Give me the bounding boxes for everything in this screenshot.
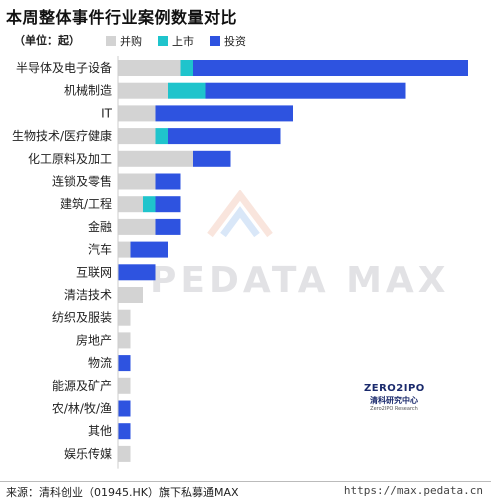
category-label: 化工原料及加工 bbox=[28, 152, 112, 166]
legend-swatch-investment bbox=[210, 36, 220, 46]
bar-segment-ipo bbox=[180, 60, 193, 76]
bar-segment-investment bbox=[168, 128, 281, 145]
category-label: 娱乐传媒 bbox=[64, 446, 112, 461]
category-label: 建筑/工程 bbox=[60, 196, 112, 211]
bar-segment-investment bbox=[118, 400, 131, 417]
bar-segment-ma bbox=[118, 309, 131, 326]
bar-segment-ma bbox=[118, 60, 181, 76]
category-label: 房地产 bbox=[76, 332, 112, 347]
legend-label-investment: 投资 bbox=[224, 35, 246, 48]
footer-divider bbox=[0, 481, 491, 482]
bar-segment-investment bbox=[118, 423, 131, 440]
bar-segment-investment bbox=[155, 218, 181, 235]
bar-segment-investment bbox=[193, 60, 468, 76]
category-label: 机械制造 bbox=[64, 83, 112, 98]
category-label: 连锁及零售 bbox=[52, 174, 112, 189]
legend-label-ma: 并购 bbox=[120, 35, 142, 48]
bar-segment-ma bbox=[118, 445, 131, 462]
category-label: 纺织及服装 bbox=[52, 311, 112, 325]
watermark-logo-icon bbox=[207, 190, 273, 238]
legend-swatch-ipo bbox=[158, 36, 168, 46]
category-label: IT bbox=[101, 106, 113, 120]
category-label: 金融 bbox=[88, 219, 112, 234]
bar-segment-ma bbox=[118, 241, 131, 258]
category-label: 互联网 bbox=[76, 265, 112, 279]
bar-segment-investment bbox=[205, 82, 406, 99]
logo-brand: ZERO2IPO bbox=[364, 383, 425, 394]
chart-title: 本周整体事件行业案例数量对比 bbox=[6, 8, 238, 27]
watermark: PEDATA MAX bbox=[150, 260, 450, 301]
category-label: 其他 bbox=[88, 424, 112, 438]
bar-segment-ma bbox=[118, 105, 156, 122]
bar-segment-ipo bbox=[155, 128, 168, 145]
bar-segment-ma bbox=[118, 196, 143, 213]
legend-item-investment: 投资 bbox=[210, 33, 246, 49]
logo-en: Zero2IPO Research bbox=[370, 406, 418, 412]
bar-segment-investment bbox=[155, 173, 181, 190]
category-label: 清洁技术 bbox=[64, 288, 112, 302]
bar-segment-ma bbox=[118, 150, 193, 167]
logo-cn: 清科研究中心 bbox=[370, 396, 418, 405]
bar-segment-investment bbox=[130, 241, 168, 258]
bar-segment-ma bbox=[118, 332, 131, 349]
bar-segment-investment bbox=[155, 196, 181, 213]
category-label: 生物技术/医疗健康 bbox=[12, 128, 112, 143]
bar-segment-investment bbox=[118, 355, 131, 372]
bar-segment-investment bbox=[193, 150, 231, 167]
bar-segment-investment bbox=[155, 105, 293, 122]
bar-segment-ma bbox=[118, 377, 131, 394]
legend-item-ma: 并购 bbox=[106, 33, 142, 49]
bar-segment-ma bbox=[118, 82, 168, 99]
bar-segment-ma bbox=[118, 287, 143, 303]
bar-segment-ma bbox=[118, 218, 156, 235]
website-link[interactable]: https://max.pedata.cn bbox=[343, 484, 483, 497]
bar-segment-investment bbox=[118, 264, 156, 281]
unit-label: （单位：起） bbox=[14, 34, 80, 47]
legend-swatch-ma bbox=[106, 36, 116, 46]
category-label: 能源及矿产 bbox=[52, 379, 112, 393]
source-note: 来源：清科创业（01945.HK）旗下私募通MAX bbox=[6, 486, 239, 499]
bar-segment-ma bbox=[118, 173, 156, 190]
legend-item-ipo: 上市 bbox=[158, 33, 194, 49]
legend-label-ipo: 上市 bbox=[172, 35, 194, 48]
bar-segment-ipo bbox=[168, 82, 206, 99]
bar-segment-ipo bbox=[143, 196, 156, 213]
category-label: 物流 bbox=[88, 356, 112, 370]
category-label: 汽车 bbox=[88, 242, 112, 257]
category-label: 农/林/牧/渔 bbox=[52, 402, 112, 416]
bar-segment-ma bbox=[118, 128, 156, 145]
chart-legend: 并购 上市 投资 bbox=[106, 33, 246, 49]
category-label: 半导体及电子设备 bbox=[16, 61, 112, 75]
zero2ipo-logo: ZERO2IPO 清科研究中心 Zero2IPO Research bbox=[364, 383, 424, 412]
